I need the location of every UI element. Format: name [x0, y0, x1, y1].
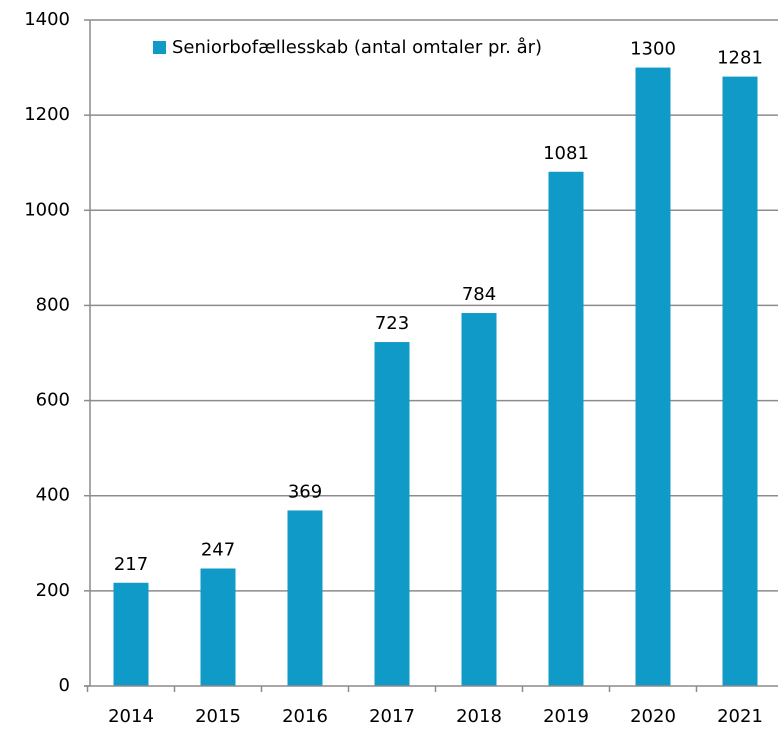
- data-label: 784: [462, 284, 496, 305]
- y-tick-label: 200: [36, 580, 70, 601]
- bar: [461, 313, 497, 686]
- bar: [200, 568, 236, 686]
- x-tick-label: 2019: [543, 706, 589, 727]
- data-label: 247: [201, 539, 235, 560]
- data-label: 1300: [630, 39, 676, 60]
- x-tick-label: 2018: [456, 706, 502, 727]
- y-tick-label: 1200: [24, 104, 70, 125]
- y-tick-label: 600: [36, 390, 70, 411]
- data-label: 1081: [543, 143, 589, 164]
- y-tick-label: 1000: [24, 199, 70, 220]
- bar: [722, 76, 758, 687]
- bar: [287, 510, 323, 686]
- x-tick-label: 2015: [195, 706, 241, 727]
- y-tick-label: 800: [36, 294, 70, 315]
- y-tick-label: 400: [36, 485, 70, 506]
- x-tick-label: 2014: [108, 706, 154, 727]
- x-tick-label: 2020: [630, 706, 676, 727]
- data-label: 723: [375, 313, 409, 334]
- x-tick-label: 2016: [282, 706, 328, 727]
- bar: [548, 171, 584, 686]
- bar: [635, 67, 671, 687]
- data-label: 369: [288, 481, 322, 502]
- data-label: 1281: [717, 48, 763, 69]
- bar: [113, 582, 149, 686]
- data-label: 217: [114, 554, 148, 575]
- legend-swatch: [153, 41, 166, 54]
- x-tick-label: 2021: [717, 706, 763, 727]
- bar: [374, 342, 410, 686]
- y-tick-label: 0: [59, 675, 70, 696]
- legend-label: Seniorbofællesskab (antal omtaler pr. år…: [172, 37, 542, 58]
- y-tick-label: 1400: [24, 9, 70, 30]
- x-tick-label: 2017: [369, 706, 415, 727]
